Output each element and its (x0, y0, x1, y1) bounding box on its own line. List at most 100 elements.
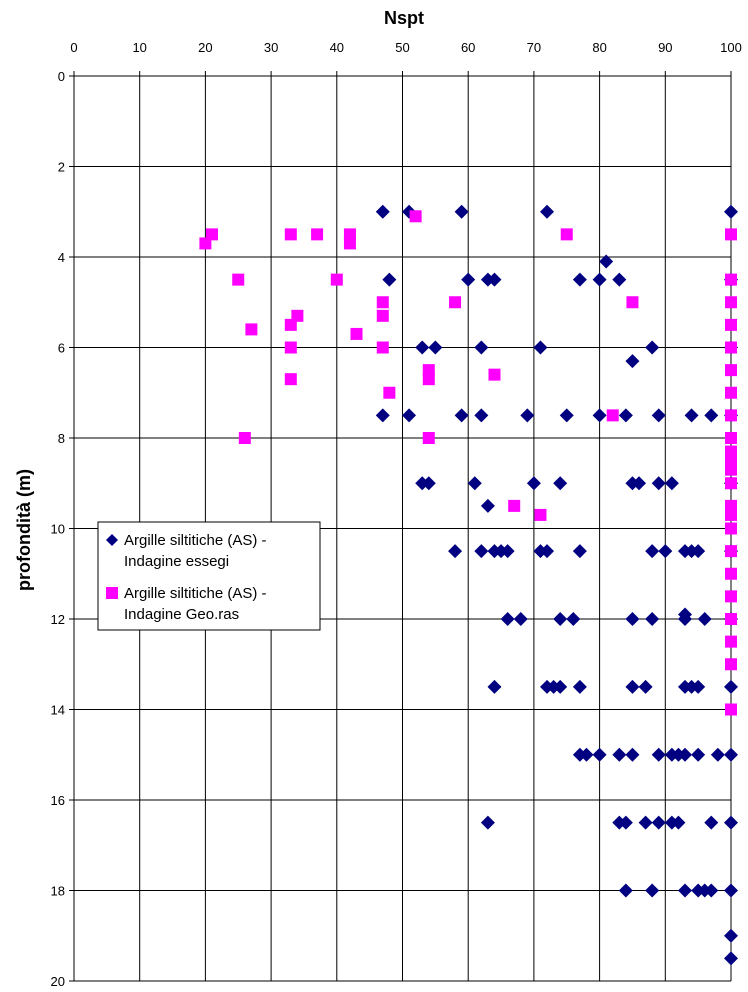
data-point-diamond (375, 408, 390, 423)
data-point-diamond (678, 612, 693, 626)
y-tick-label: 14 (51, 703, 65, 718)
data-point-diamond (454, 204, 469, 219)
legend-marker-diamond (106, 534, 118, 546)
data-point-diamond (651, 476, 666, 491)
data-point-diamond (500, 544, 515, 559)
legend-label: Argille siltitiche (AS) - (124, 532, 267, 549)
data-point-diamond (375, 204, 390, 219)
data-point-square (725, 318, 737, 331)
data-point-square (284, 228, 297, 241)
data-point-diamond (645, 883, 660, 898)
data-point-diamond (618, 883, 633, 898)
y-tick-label: 12 (51, 612, 65, 627)
data-point-diamond (382, 272, 397, 287)
data-point-diamond (540, 544, 555, 559)
data-point-diamond (658, 544, 673, 559)
data-point-square (284, 373, 297, 386)
data-point-diamond (710, 747, 725, 762)
data-point-diamond (513, 612, 528, 626)
data-point-diamond (645, 340, 660, 355)
data-point-square (725, 432, 737, 444)
data-point-diamond (415, 340, 430, 355)
data-point-square (725, 613, 737, 625)
data-point-square (488, 368, 501, 381)
data-point-diamond (474, 544, 489, 559)
data-point-diamond (691, 747, 706, 762)
data-point-square (291, 309, 304, 322)
data-point-diamond (697, 612, 712, 626)
data-point-diamond (724, 679, 738, 694)
data-point-diamond (579, 747, 594, 762)
data-point-diamond (520, 408, 535, 423)
data-point-square (238, 432, 251, 444)
data-point-diamond (540, 204, 555, 219)
data-point-diamond (638, 679, 653, 694)
data-point-square (725, 341, 737, 354)
data-point-square (725, 454, 737, 467)
data-point-diamond (651, 815, 666, 830)
x-tick-label: 10 (132, 40, 146, 55)
data-point-diamond (592, 272, 607, 287)
x-tick-label: 70 (527, 40, 541, 55)
data-point-diamond (704, 883, 719, 898)
x-tick-label: 100 (720, 40, 742, 55)
data-point-diamond (467, 476, 482, 491)
data-point-diamond (724, 815, 738, 830)
data-point-square (205, 228, 218, 241)
data-point-square (626, 296, 639, 309)
data-point-diamond (632, 476, 647, 491)
data-point-diamond (651, 408, 666, 423)
data-point-diamond (487, 679, 502, 694)
data-point-diamond (461, 272, 476, 287)
data-point-diamond (625, 354, 640, 369)
data-point-square (725, 445, 737, 458)
y-tick-label: 0 (58, 69, 65, 84)
data-point-square (725, 522, 737, 535)
legend: Argille siltitiche (AS) - Indagine essegi… (97, 521, 321, 631)
data-point-square (725, 364, 737, 377)
x-tick-label: 40 (330, 40, 344, 55)
data-point-square (311, 228, 324, 241)
x-tick-label: 90 (658, 40, 672, 55)
y-tick-label: 18 (51, 884, 65, 899)
data-point-diamond (645, 612, 660, 626)
data-point-square (376, 309, 389, 322)
data-point-diamond (651, 747, 666, 762)
data-point-diamond (454, 408, 469, 423)
data-point-diamond (724, 883, 738, 898)
data-point-diamond (559, 408, 574, 423)
data-point-diamond (480, 498, 495, 513)
data-point-square (449, 296, 462, 309)
legend-label: Indagine Geo.ras (124, 606, 239, 623)
data-point-diamond (553, 476, 568, 491)
data-point-diamond (553, 679, 568, 694)
data-point-diamond (428, 340, 443, 355)
data-point-diamond (526, 476, 541, 491)
x-tick-label: 0 (70, 40, 77, 55)
data-point-diamond (618, 815, 633, 830)
series-2 (199, 210, 737, 716)
data-point-square (199, 237, 212, 250)
data-point-diamond (500, 612, 515, 626)
data-point-diamond (592, 747, 607, 762)
data-point-square (560, 228, 573, 241)
data-point-square (725, 228, 737, 241)
data-point-diamond (691, 679, 706, 694)
y-tick-label: 16 (51, 793, 65, 808)
data-point-diamond (724, 204, 738, 219)
data-point-diamond (664, 476, 679, 491)
data-point-diamond (553, 612, 568, 626)
data-point-square (725, 477, 737, 490)
data-point-square (725, 567, 737, 580)
data-point-diamond (724, 747, 738, 762)
data-point-square (409, 210, 422, 223)
data-point-square (725, 296, 737, 309)
data-point-square (350, 327, 363, 340)
data-point-square (606, 409, 619, 422)
y-axis-title: profondità (m) (14, 469, 34, 591)
data-point-square (343, 228, 356, 241)
series-layer (199, 204, 738, 966)
data-point-diamond (599, 254, 614, 269)
